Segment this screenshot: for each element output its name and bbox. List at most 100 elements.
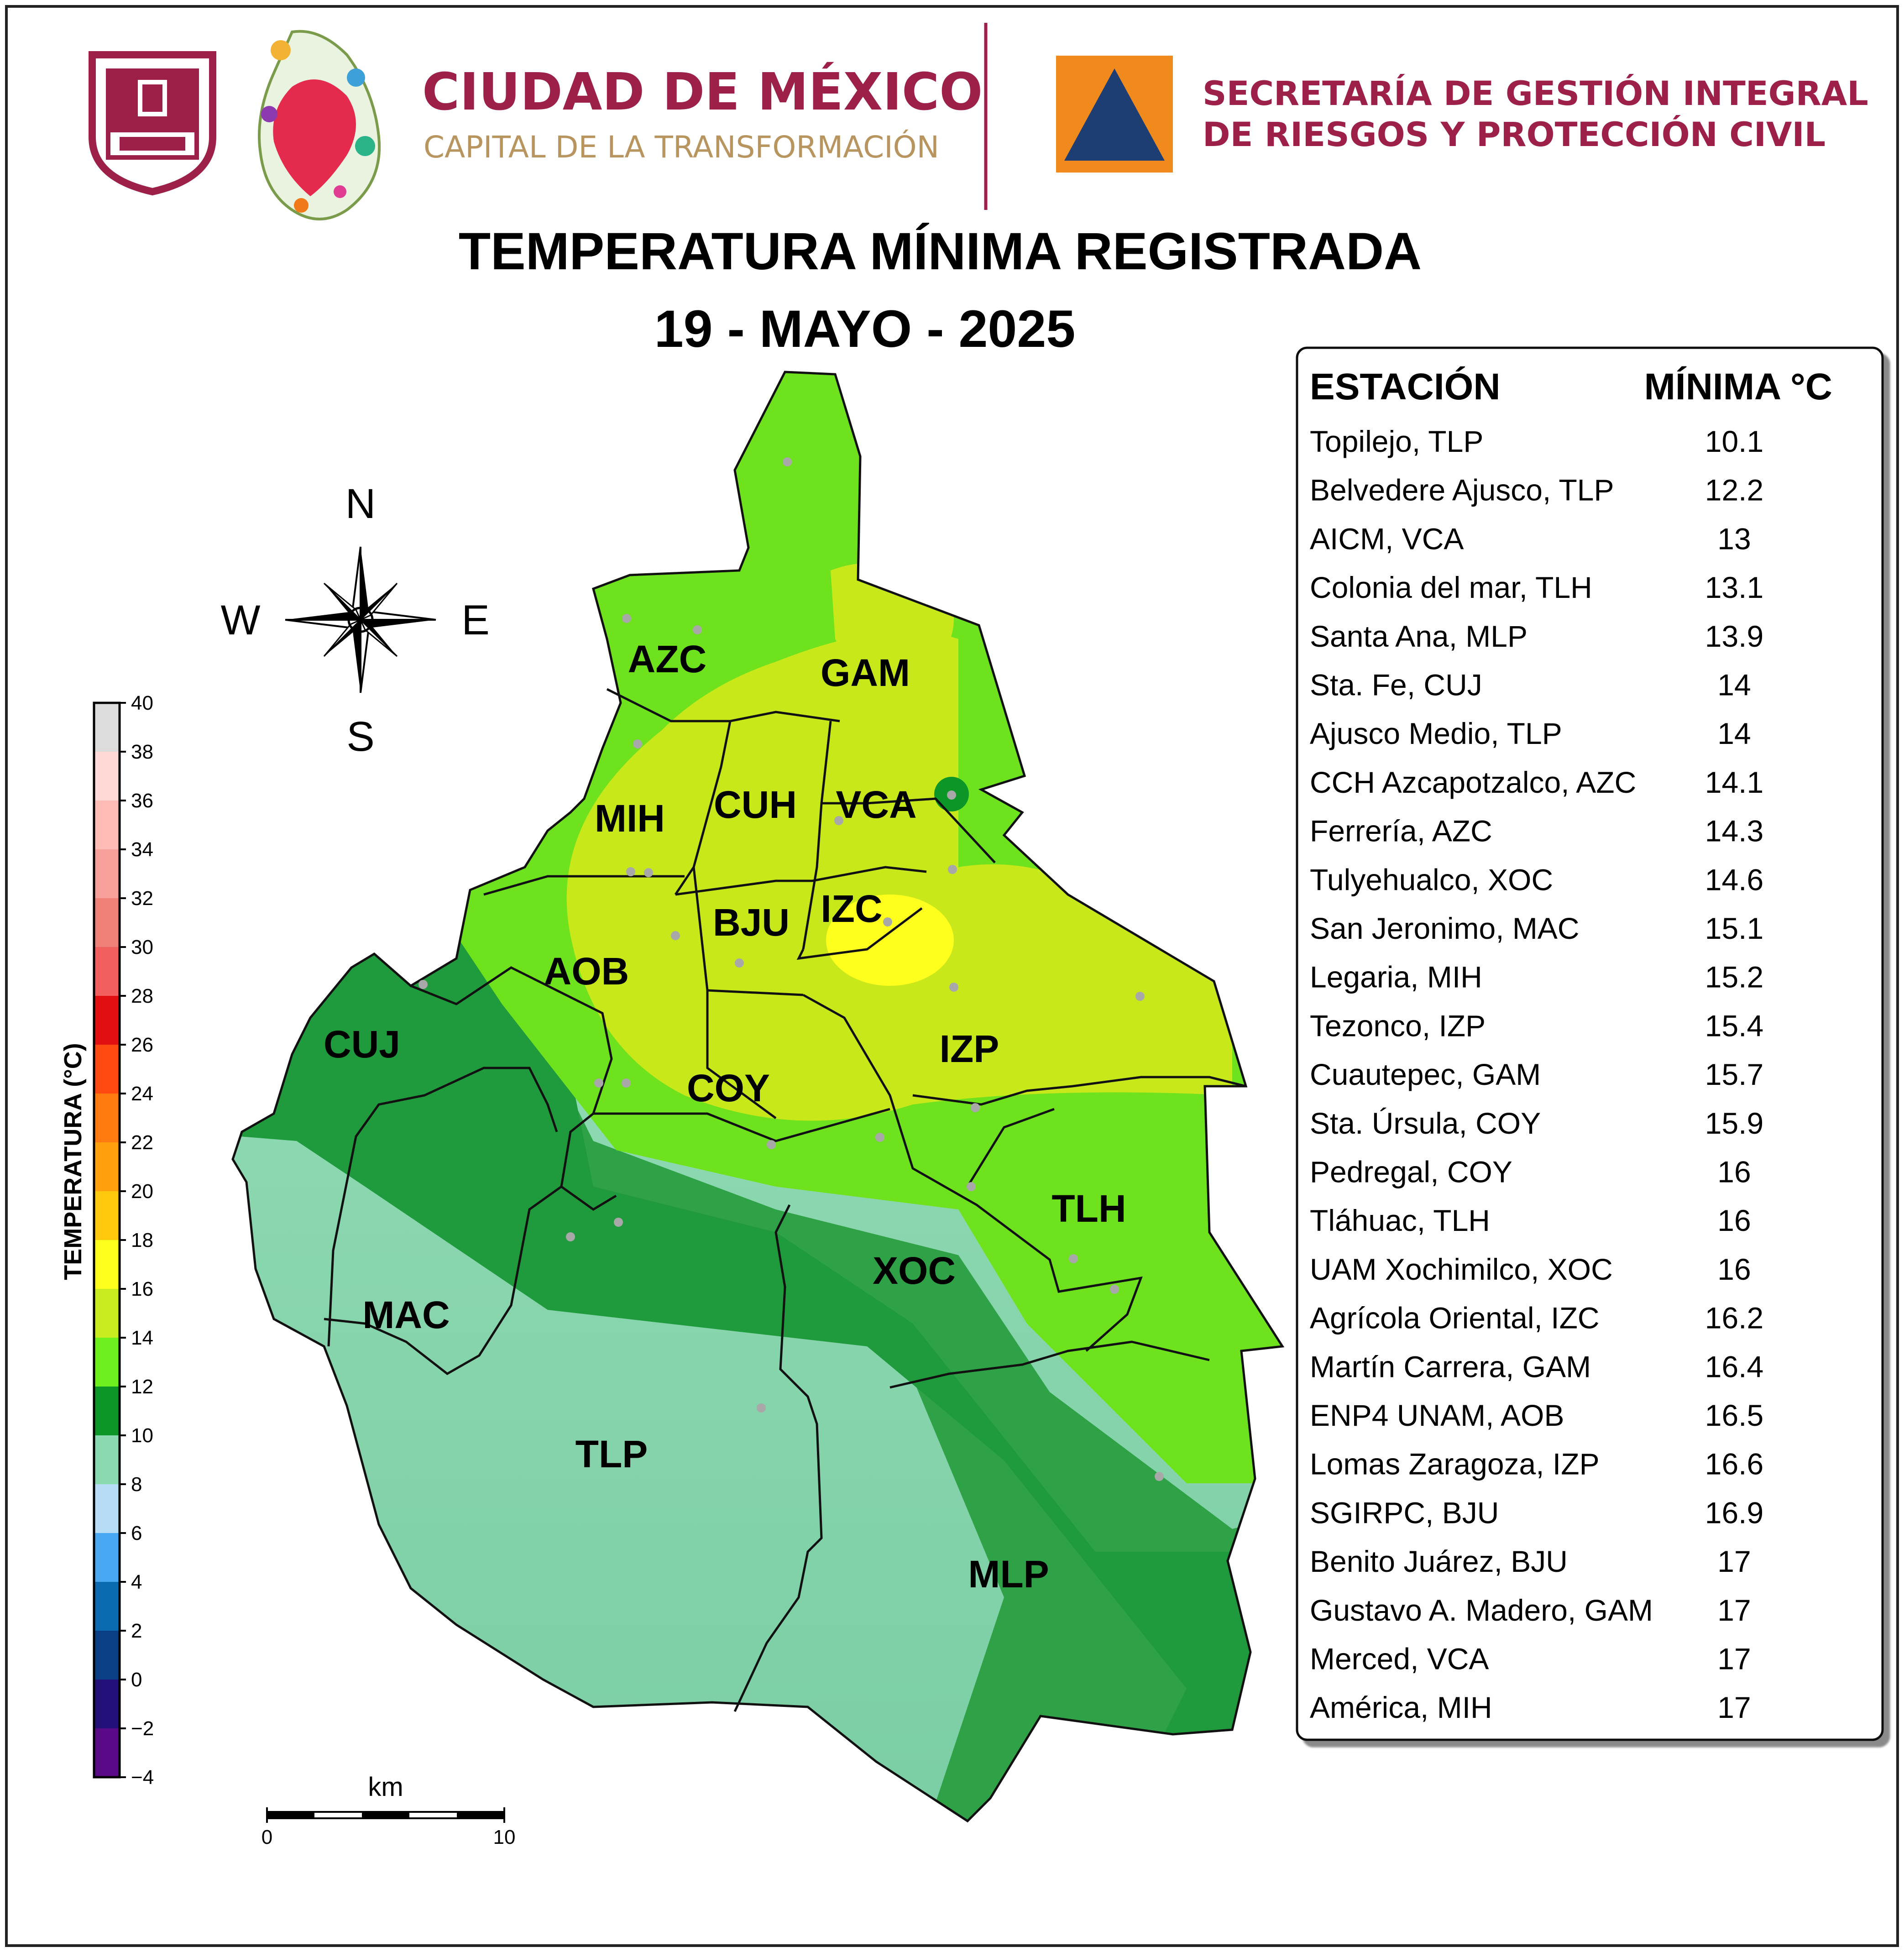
colorbar-tick-label: −4	[131, 1766, 154, 1789]
station-name: Pedregal, COY	[1310, 1155, 1512, 1189]
colorbar-tick-label: 14	[131, 1327, 153, 1349]
cdmx-heart-emblem	[258, 30, 381, 220]
colorbar-swatch	[94, 1289, 120, 1338]
station-min-value: 17	[1717, 1544, 1751, 1578]
colorbar-tick-label: 32	[131, 887, 153, 910]
compass-north: N	[345, 481, 376, 527]
colorbar-swatch	[94, 849, 120, 898]
colorbar-tick-label: 36	[131, 790, 153, 812]
station-min-value: 15.4	[1705, 1009, 1763, 1042]
station-name: Tezonco, IZP	[1310, 1009, 1486, 1042]
colorbar-swatch	[94, 1533, 120, 1582]
colorbar-swatch	[94, 1387, 120, 1435]
district-boundaries	[233, 372, 1282, 1821]
station-min-value: 12.2	[1705, 473, 1763, 507]
station-name: Martín Carrera, GAM	[1310, 1350, 1591, 1383]
proteccion-civil-logo	[1056, 56, 1173, 173]
scale-end: 10	[493, 1826, 516, 1848]
temperature-colorbar: 4038363432302826242220181614121086420−2−…	[93, 692, 154, 1789]
station-min-value: 16	[1717, 1155, 1751, 1189]
colorbar-swatch	[94, 1142, 120, 1191]
station-name: Cuautepec, GAM	[1310, 1057, 1541, 1091]
compass-west: W	[221, 597, 261, 644]
figure-frame	[5, 5, 1899, 1947]
district-label: BJU	[713, 901, 790, 944]
station-name: Agrícola Oriental, IZC	[1310, 1301, 1600, 1335]
colorbar-tick-label: 18	[131, 1229, 153, 1251]
station-min-value: 16.9	[1705, 1496, 1763, 1529]
district-label: CUJ	[324, 1023, 400, 1066]
colorbar-swatch	[94, 1045, 120, 1094]
station-name: Gustavo A. Madero, GAM	[1310, 1593, 1653, 1627]
colorbar-swatch	[94, 801, 120, 849]
station-name: Santa Ana, MLP	[1310, 619, 1527, 653]
district-label: MAC	[362, 1293, 450, 1336]
station-min-value: 15.2	[1705, 960, 1763, 994]
colorbar-swatch	[94, 1728, 120, 1777]
colorbar-swatch	[94, 1435, 120, 1484]
district-labels: AZC GAM MIH CUH VCA BJU IZC AOB CUJ COY …	[324, 638, 1126, 1596]
station-min-value: 14	[1717, 668, 1751, 702]
colorbar-tick-label: 6	[131, 1522, 142, 1544]
city-slogan: CAPITAL DE LA TRANSFORMACIÓN	[424, 130, 939, 165]
station-min-value: 15.1	[1705, 911, 1763, 945]
colorbar-swatch	[94, 752, 120, 801]
station-name: Merced, VCA	[1310, 1642, 1489, 1676]
colorbar-swatch	[94, 947, 120, 996]
colorbar-swatch	[94, 1338, 120, 1387]
colorbar-swatch	[94, 996, 120, 1045]
station-min-value: 17	[1717, 1642, 1751, 1676]
district-label: MLP	[968, 1553, 1049, 1596]
station-name: Belvedere Ajusco, TLP	[1310, 473, 1614, 507]
colorbar-tick-label: 24	[131, 1083, 153, 1105]
station-min-value: 14.1	[1705, 765, 1763, 799]
station-name: CCH Azcapotzalco, AZC	[1310, 765, 1636, 799]
district-label: AZC	[628, 638, 707, 680]
district-label: VCA	[836, 783, 916, 826]
compass-east: E	[461, 597, 489, 644]
map-date: 19 - MAYO - 2025	[654, 300, 1076, 358]
colorbar-swatch	[94, 1094, 120, 1142]
station-min-value: 14.3	[1705, 814, 1763, 848]
colorbar-label: TEMPERATURA (°C)	[59, 1043, 87, 1280]
colorbar-swatch	[94, 1680, 120, 1728]
station-min-value: 16.5	[1705, 1398, 1763, 1432]
colorbar-tick-label: 12	[131, 1376, 153, 1398]
colorbar-tick-label: 20	[131, 1180, 153, 1203]
colorbar-tick-label: 22	[131, 1131, 153, 1154]
colorbar-tick-label: 8	[131, 1473, 142, 1496]
colorbar-tick-label: 2	[131, 1620, 142, 1642]
station-min-value: 15.9	[1705, 1106, 1763, 1140]
table-header-station: ESTACIÓN	[1310, 366, 1501, 408]
station-name: Tláhuac, TLH	[1310, 1204, 1490, 1237]
district-label: TLH	[1051, 1187, 1126, 1230]
station-name: Legaria, MIH	[1310, 960, 1482, 994]
colorbar-tick-label: 10	[131, 1424, 153, 1447]
colorbar-tick-label: −2	[131, 1717, 154, 1740]
station-min-value: 16.6	[1705, 1447, 1763, 1481]
colorbar-tick-label: 40	[131, 692, 153, 714]
colorbar-tick-label: 26	[131, 1034, 153, 1056]
colorbar-tick-label: 30	[131, 936, 153, 958]
colorbar-tick-label: 28	[131, 985, 153, 1007]
district-label: IZP	[940, 1027, 999, 1070]
station-min-value: 16	[1717, 1252, 1751, 1286]
station-name: Ajusco Medio, TLP	[1310, 717, 1562, 750]
colorbar-tick-label: 34	[131, 838, 153, 861]
map-title: TEMPERATURA MÍNIMA REGISTRADA	[459, 222, 1422, 281]
district-label: IZC	[821, 887, 882, 930]
district-label: CUH	[714, 783, 797, 826]
station-name: SGIRPC, BJU	[1310, 1496, 1499, 1529]
station-min-value: 13.9	[1705, 619, 1763, 653]
station-name: San Jeronimo, MAC	[1310, 911, 1580, 945]
colorbar-tick-label: 4	[131, 1571, 142, 1593]
colorbar-swatch	[94, 898, 120, 947]
station-min-value: 10.1	[1705, 424, 1763, 458]
colorbar-tick-label: 38	[131, 741, 153, 763]
station-min-value: 16.4	[1705, 1350, 1763, 1383]
compass-rose-icon	[285, 546, 436, 693]
colorbar-swatch	[94, 1191, 120, 1240]
station-name: Lomas Zaragoza, IZP	[1310, 1447, 1600, 1481]
district-label: COY	[687, 1067, 770, 1109]
